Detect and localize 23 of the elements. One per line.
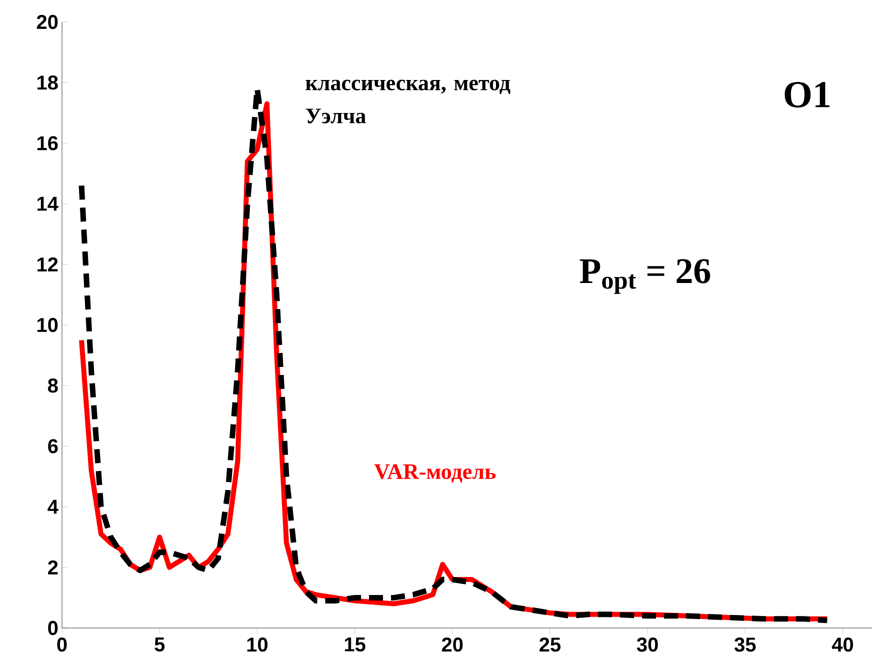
x-tick-label: 20 xyxy=(442,638,463,652)
y-tick-label: 0 xyxy=(48,620,58,636)
y-tick-label: 10 xyxy=(37,318,58,332)
text: VAR-модель xyxy=(374,464,496,483)
x-tick-label: 35 xyxy=(734,638,756,652)
series-label: классическая, метод Уэлча xyxy=(306,80,510,124)
y-tick-label: 20 xyxy=(36,14,58,30)
y-tick-label: 2 xyxy=(48,560,58,574)
x-tick-label: 40 xyxy=(832,638,854,652)
y-tick-label: 18 xyxy=(37,76,58,90)
y-tick-label: 14 xyxy=(37,196,58,211)
y-tick-label: 12 xyxy=(37,257,58,272)
y-tick-label: 4 xyxy=(48,500,58,514)
x-tick-label: 30 xyxy=(636,638,658,652)
y-tick-label: 6 xyxy=(48,439,58,454)
annotation: O1 xyxy=(784,82,830,108)
x-tick-label: 5 xyxy=(154,638,165,652)
y-tick-label: 8 xyxy=(48,378,58,393)
x-tick-label: 10 xyxy=(247,638,268,652)
x-tick-label: 15 xyxy=(344,638,366,652)
annotation: P$_{opt}$ = 26 xyxy=(580,259,710,294)
x-tick-label: 25 xyxy=(540,638,561,652)
y-tick-label: 16 xyxy=(37,136,58,150)
